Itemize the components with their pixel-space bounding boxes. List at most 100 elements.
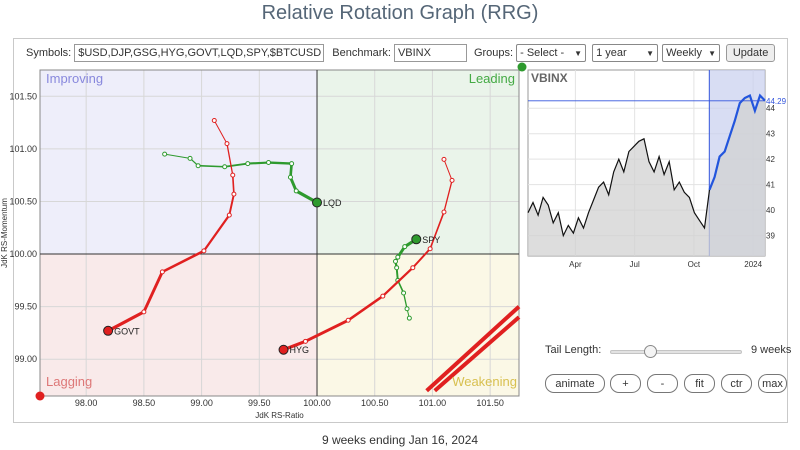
tail-segment-lqd (164, 153, 191, 159)
offscale-tail-segment (425, 305, 521, 393)
tail-point-spy (406, 315, 412, 321)
tail-segment-spy (402, 292, 408, 310)
period-select[interactable]: 1 year ▼ (592, 44, 659, 62)
tail-point-lqd (195, 163, 201, 169)
x-tick-label: 98.50 (133, 398, 156, 408)
tail-segment-lqd (267, 161, 293, 165)
x-tick-label: 101.00 (419, 398, 447, 408)
plot-border (39, 69, 520, 397)
chevron-down-icon: ▼ (646, 48, 655, 58)
tail-segment-hyg (443, 179, 453, 213)
tail-segment-govt (142, 270, 164, 314)
tail-point-govt (159, 269, 165, 275)
series-label-govt: GOVT (114, 326, 140, 336)
chevron-down-icon: ▼ (708, 48, 717, 58)
tail-segment-hyg (346, 294, 385, 322)
center-button[interactable]: ctr (721, 374, 752, 393)
period-select-value: 1 year (596, 47, 627, 59)
frequency-select-value: Weekly (666, 47, 702, 59)
tail-segment-hyg (429, 211, 445, 250)
tail-length-slider[interactable] (610, 350, 742, 354)
tail-segment-lqd (246, 161, 270, 165)
y-tick-label: 99.50 (14, 302, 37, 312)
tail-point-hyg (410, 265, 416, 271)
tail-segment-lqd (197, 164, 226, 168)
tail-segment-govt (106, 310, 146, 333)
tail-point-hyg (302, 338, 308, 344)
leading-corner-marker (517, 62, 527, 72)
quadrant-label-improving: Improving (46, 71, 103, 86)
fit-button[interactable]: fit (684, 374, 715, 393)
tail-segment-govt (213, 119, 228, 145)
tail-segment-hyg (411, 247, 432, 269)
y-tick-label: 99.00 (14, 354, 37, 364)
x-tick-label: 100.00 (303, 398, 331, 408)
tail-point-spy (394, 265, 400, 271)
series-label-lqd: LQD (323, 198, 342, 208)
tail-point-hyg (380, 293, 386, 299)
benchmark-y-tick-label: 40 (766, 206, 775, 215)
quadrant-leading (317, 70, 519, 255)
y-tick-label: 101.00 (9, 144, 37, 154)
head-point-lqd (312, 197, 323, 208)
benchmark-price-line (527, 137, 711, 238)
tail-segment-lqd (223, 162, 249, 168)
max-button[interactable]: max (758, 374, 787, 393)
tail-point-lqd (266, 160, 272, 166)
animate-button[interactable]: animate (545, 374, 605, 393)
x-tick-label: 98.00 (75, 398, 98, 408)
series-label-hyg: HYG (290, 345, 310, 355)
tail-point-spy (401, 290, 407, 296)
x-tick-label: 101.50 (476, 398, 504, 408)
benchmark-y-tick-label: 39 (766, 232, 775, 241)
head-point-hyg (278, 344, 289, 355)
benchmark-y-tick-label: 41 (766, 181, 775, 190)
quadrant-label-lagging: Lagging (46, 374, 92, 389)
zoom-in-button[interactable]: + (610, 374, 641, 393)
quadrant-label-leading: Leading (469, 71, 515, 86)
tail-segment-govt (226, 142, 234, 176)
benchmark-price-line-highlight (708, 93, 766, 191)
groups-label: Groups: (473, 47, 514, 59)
tail-point-hyg (427, 246, 433, 252)
benchmark-y-tick-label: 43 (766, 130, 775, 139)
benchmark-last-value: 44.29 (766, 97, 787, 106)
y-tick-label: 100.50 (9, 196, 37, 206)
tail-point-govt (230, 172, 236, 178)
update-button[interactable]: Update (726, 44, 776, 62)
benchmark-input[interactable]: VBINX (393, 44, 467, 62)
tail-point-lqd (162, 151, 168, 157)
x-axis-label: JdK RS-Ratio (255, 411, 304, 420)
y-tick-label: 100.00 (9, 249, 37, 259)
x-tick-label: 99.50 (248, 398, 271, 408)
tail-segment-hyg (381, 266, 414, 298)
chevron-down-icon: ▼ (574, 48, 583, 58)
tail-segment-govt (202, 213, 231, 253)
tail-point-govt (224, 141, 230, 147)
tail-point-spy (392, 258, 398, 264)
tail-point-spy (395, 254, 401, 260)
benchmark-x-tick-label: Jul (630, 260, 640, 269)
benchmark-area (528, 95, 765, 256)
lagging-corner-marker (35, 391, 45, 401)
frequency-select[interactable]: Weekly ▼ (662, 44, 721, 62)
series-label-spy: SPY (422, 235, 440, 245)
tail-point-hyg (345, 317, 351, 323)
tail-point-hyg (449, 177, 455, 183)
tail-length-slider-handle[interactable] (643, 345, 657, 358)
zoom-out-button[interactable]: - (647, 374, 678, 393)
symbols-input[interactable]: $USD,DJP,GSG,HYG,GOVT,LQD,SPY,$BTCUSD (74, 44, 325, 62)
date-range-caption: 9 weeks ending Jan 16, 2024 (321, 433, 479, 447)
tail-segment-govt (231, 174, 235, 195)
page-title: Relative Rotation Graph (RRG) (261, 2, 539, 24)
tail-point-govt (211, 117, 217, 123)
groups-select[interactable]: - Select - ▼ (516, 44, 587, 62)
tail-point-lqd (187, 155, 193, 161)
offscale-tail-segment (433, 315, 521, 393)
benchmark-y-tick-label: 42 (766, 155, 775, 164)
y-axis-label: JdK RS-Momentum (0, 198, 9, 268)
tail-point-lqd (287, 174, 293, 180)
tail-point-hyg (441, 209, 447, 215)
